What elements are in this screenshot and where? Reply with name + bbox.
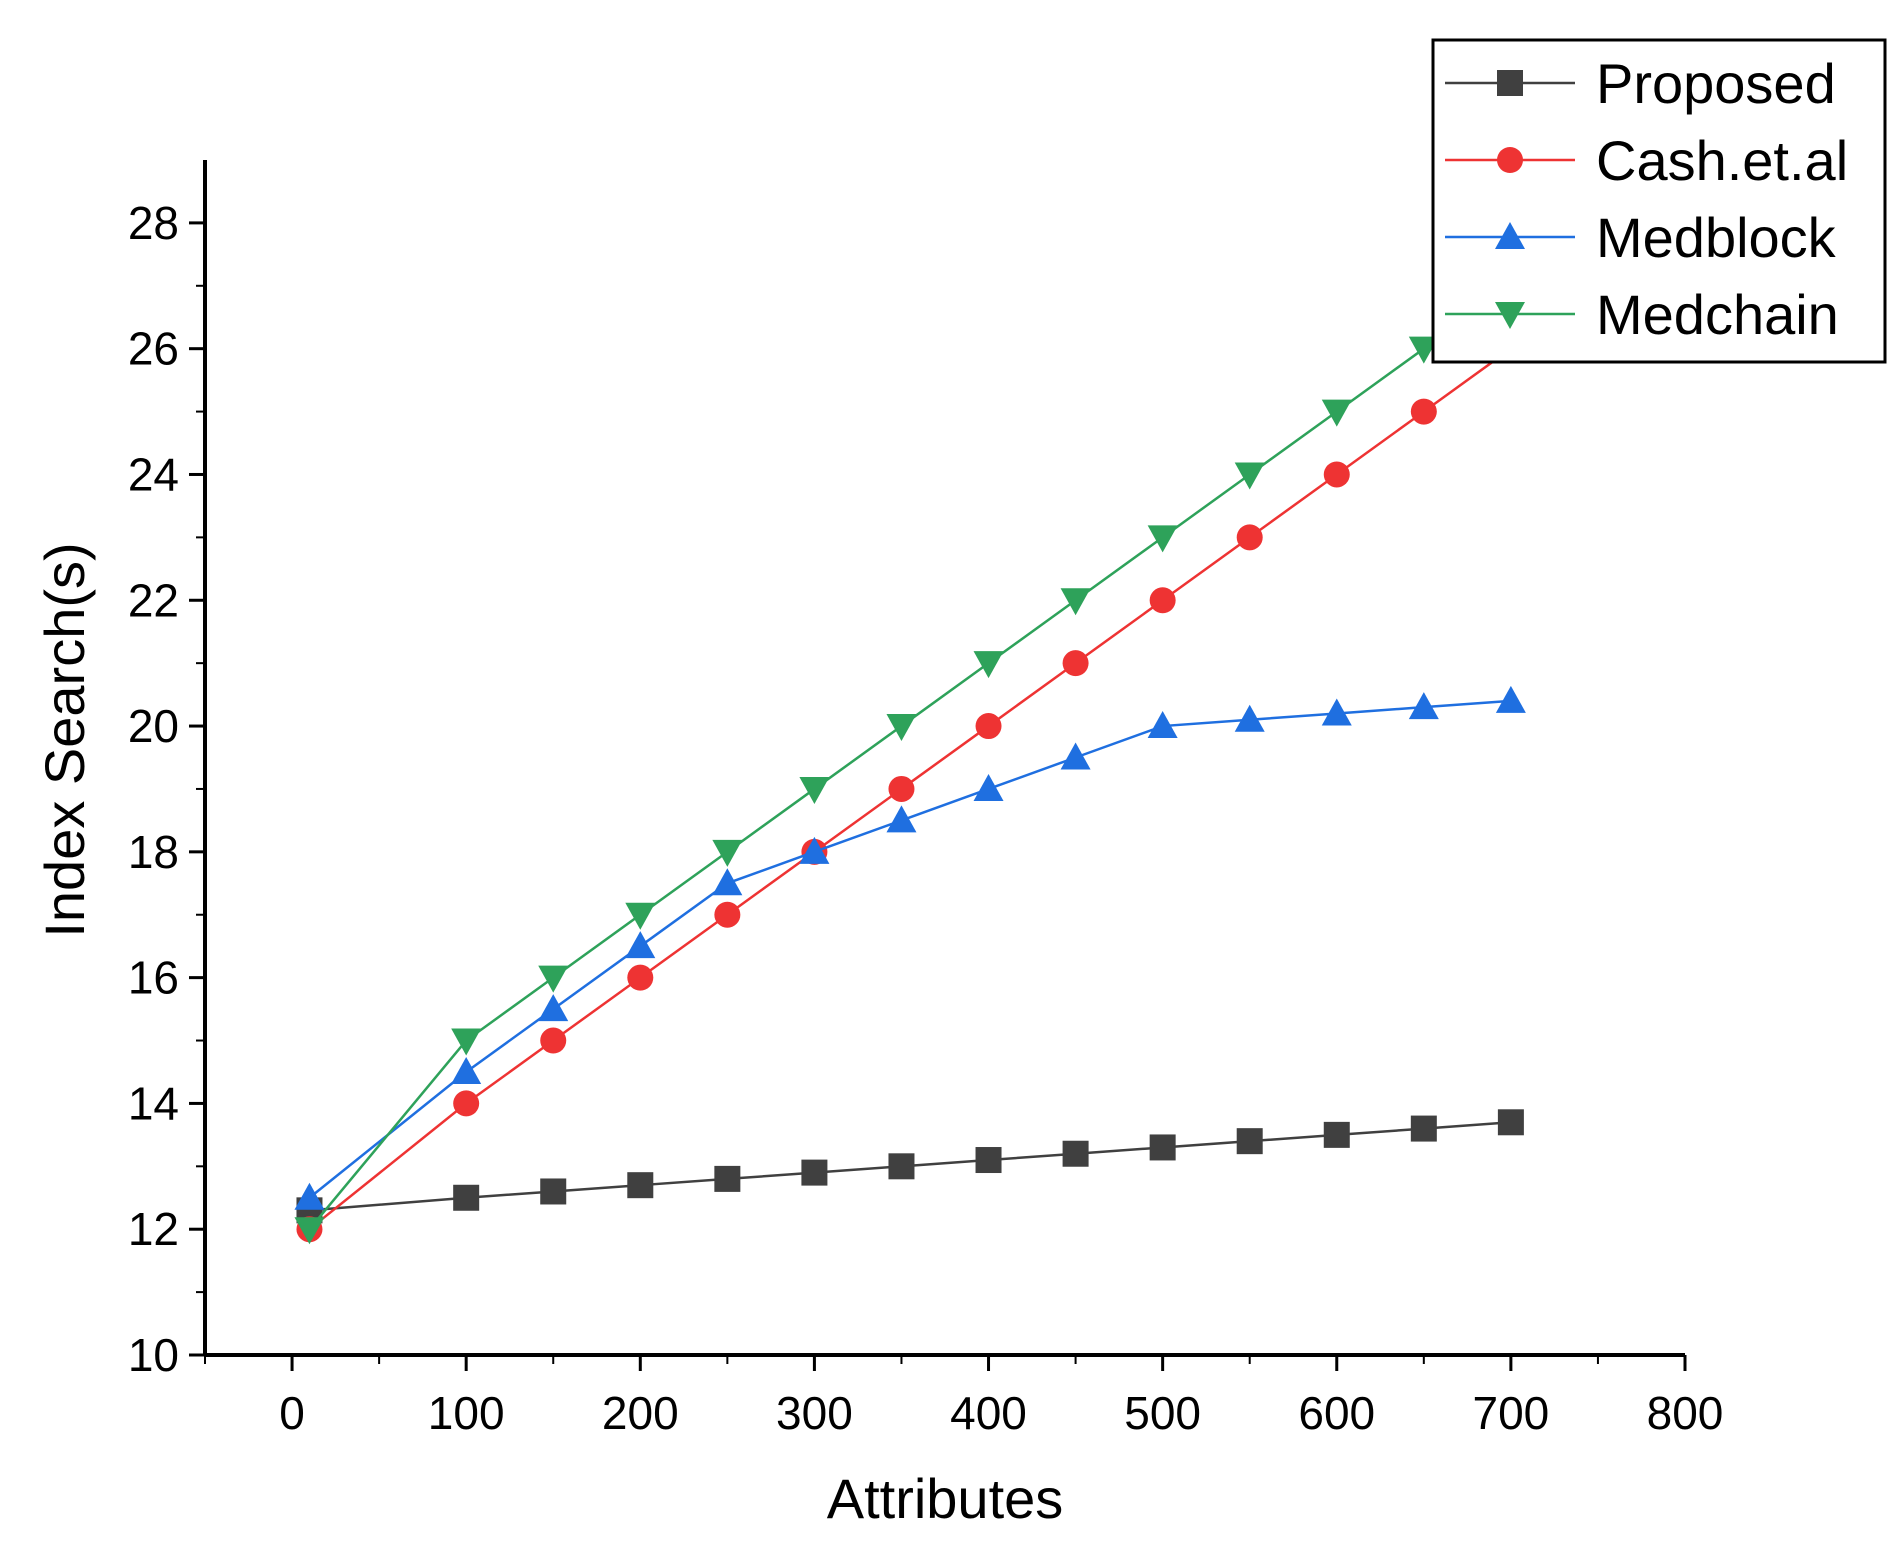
data-point <box>451 1028 482 1056</box>
data-point <box>1410 1115 1437 1142</box>
x-tick-label-0: 0 <box>279 1387 305 1439</box>
data-point <box>1408 336 1439 364</box>
data-point <box>714 1165 741 1192</box>
data-point <box>453 1090 480 1117</box>
series-cash-et-al <box>296 335 1524 1243</box>
x-tick-label-100: 100 <box>428 1387 505 1439</box>
data-point <box>712 868 743 896</box>
data-point <box>451 1056 482 1084</box>
data-point <box>540 1178 567 1205</box>
series-layer <box>294 273 1526 1245</box>
legend-item-proposed: Proposed <box>1445 52 1836 115</box>
data-point <box>1408 692 1439 720</box>
series-line <box>308 699 1511 1199</box>
data-point <box>294 1182 325 1210</box>
data-point <box>1060 588 1091 616</box>
series-proposed <box>296 1109 1524 1224</box>
data-point <box>1410 398 1437 425</box>
data-point <box>799 776 830 804</box>
data-point <box>799 836 830 864</box>
legend-marker <box>1497 147 1523 173</box>
legend-label: Medchain <box>1596 283 1839 346</box>
data-point <box>294 1217 325 1245</box>
data-point <box>1236 524 1263 551</box>
legend-marker <box>1495 222 1525 249</box>
y-tick-label-26: 26 <box>128 323 179 375</box>
data-point <box>625 902 656 930</box>
data-point <box>886 805 917 833</box>
series-medchain <box>294 273 1526 1245</box>
y-tick-label-22: 22 <box>128 574 179 626</box>
legend-item-medchain: Medchain <box>1445 283 1839 346</box>
data-point <box>712 839 743 867</box>
y-axis-title: Index Search(s) <box>33 542 96 937</box>
data-point <box>888 775 915 802</box>
legend-item-cash-et-al: Cash.et.al <box>1445 129 1848 192</box>
legend-marker <box>1497 70 1523 96</box>
data-point <box>538 994 569 1022</box>
x-tick-label-600: 600 <box>1298 1387 1375 1439</box>
data-point <box>1323 1121 1350 1148</box>
y-tick-label-14: 14 <box>128 1077 179 1129</box>
data-point <box>886 714 917 742</box>
series-line <box>309 1121 1511 1212</box>
axes: 10 12 14 16 18 20 22 24 26 28 0 100 200 300 400 500 600 7… <box>128 160 1724 1439</box>
legend-item-medblock: Medblock <box>1445 206 1837 269</box>
x-tick-label-800: 800 <box>1647 1387 1724 1439</box>
y-tick-label-16: 16 <box>128 952 179 1004</box>
x-tick-label-400: 400 <box>950 1387 1027 1439</box>
data-point <box>1149 1134 1176 1161</box>
series-line <box>308 347 1512 1231</box>
data-point <box>453 1184 480 1211</box>
data-point <box>1234 462 1265 490</box>
data-point <box>627 964 654 991</box>
data-point <box>538 965 569 993</box>
series-line <box>308 284 1512 1231</box>
data-point <box>1497 1109 1524 1136</box>
data-point <box>1147 525 1178 553</box>
y-tick-label-24: 24 <box>128 448 179 500</box>
data-point <box>1147 711 1178 739</box>
data-point <box>1060 742 1091 770</box>
data-point <box>1236 1128 1263 1155</box>
x-tick-label-300: 300 <box>776 1387 853 1439</box>
y-tick-label-12: 12 <box>128 1203 179 1255</box>
y-tick-label-20: 20 <box>128 700 179 752</box>
series-medblock <box>294 685 1526 1210</box>
x-tick-label-500: 500 <box>1124 1387 1201 1439</box>
legend: Proposed Cash.et.al Medblock Medchain <box>1431 38 1887 364</box>
legend-label: Proposed <box>1596 52 1836 115</box>
data-point <box>1149 587 1176 614</box>
legend-marker <box>1495 302 1525 329</box>
x-axis-title: Attributes <box>827 1467 1064 1530</box>
y-tick-label-28: 28 <box>128 197 179 249</box>
legend-label: Medblock <box>1596 206 1837 269</box>
data-point <box>1495 685 1526 713</box>
data-point <box>973 651 1004 679</box>
data-point <box>975 713 1002 740</box>
data-point <box>1321 399 1352 427</box>
x-tick-label-200: 200 <box>602 1387 679 1439</box>
data-point <box>1323 461 1350 488</box>
y-tick-label-10: 10 <box>128 1329 179 1381</box>
data-point <box>888 1153 915 1180</box>
data-point <box>1234 704 1265 732</box>
data-point <box>540 1027 567 1054</box>
y-tick-label-18: 18 <box>128 826 179 878</box>
legend-label: Cash.et.al <box>1596 129 1848 192</box>
data-point <box>801 1159 828 1186</box>
data-point <box>1062 650 1089 677</box>
data-point <box>627 1172 654 1199</box>
data-point <box>1062 1140 1089 1167</box>
x-tick-label-700: 700 <box>1473 1387 1550 1439</box>
data-point <box>973 773 1004 801</box>
data-point <box>1321 698 1352 726</box>
data-point <box>714 901 741 928</box>
data-point <box>625 931 656 959</box>
data-point <box>975 1147 1002 1174</box>
